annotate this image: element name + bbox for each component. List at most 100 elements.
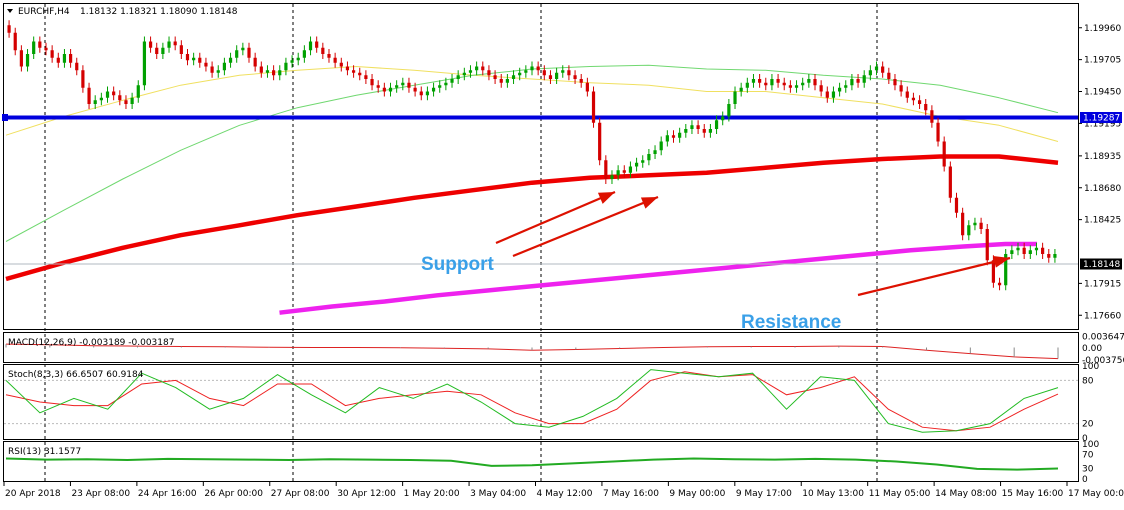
candle-body xyxy=(948,166,952,198)
symbol-title: EURCHF,H4 xyxy=(18,7,70,17)
candle-body xyxy=(155,47,159,54)
candle-body xyxy=(247,47,251,58)
level-price-tag xyxy=(1080,112,1122,123)
candle-body xyxy=(124,100,128,104)
candle-body xyxy=(481,66,485,71)
candle-body xyxy=(413,87,417,92)
macd-tick-label: -0.003756 xyxy=(1082,356,1124,366)
candle-body xyxy=(358,72,362,76)
candle-body xyxy=(351,70,356,73)
resistance-label: Resistance xyxy=(741,312,841,333)
candle-body xyxy=(272,70,276,76)
candle-body xyxy=(764,82,768,86)
candle-body xyxy=(339,62,343,67)
candle-body xyxy=(333,57,337,63)
stoch-signal-line xyxy=(5,371,1059,432)
candle-body xyxy=(364,75,368,79)
annotation-arrow-shaft xyxy=(495,190,616,245)
candle-body xyxy=(844,85,848,88)
candle-body xyxy=(1047,254,1051,258)
candle-body xyxy=(536,66,540,71)
candle-body xyxy=(917,100,922,104)
candle-body xyxy=(302,50,306,58)
candle-body xyxy=(345,66,350,71)
candle-body xyxy=(173,41,177,46)
time-tick-label: 11 May 05:00 xyxy=(869,489,931,499)
time-tick-label: 3 May 04:00 xyxy=(470,489,526,499)
candle-body xyxy=(721,116,725,121)
candle-body xyxy=(50,50,54,58)
candle-body xyxy=(13,32,17,51)
candle-body xyxy=(438,85,442,88)
price-tick-label: 1.19450 xyxy=(1084,88,1121,98)
candle-body xyxy=(1028,250,1032,254)
stoch-tick-label: 100 xyxy=(1082,362,1099,372)
candle-body xyxy=(887,72,891,79)
candle-body xyxy=(598,122,602,161)
rsi-panel-frame xyxy=(3,441,1079,482)
support-label: Support xyxy=(421,254,494,275)
candle-body xyxy=(87,87,91,104)
current-price-label: 1.18148 xyxy=(1083,260,1120,270)
time-tick-label: 15 May 16:00 xyxy=(1002,489,1064,499)
candle-body xyxy=(321,47,325,54)
candle-body xyxy=(727,104,731,117)
candle-body xyxy=(308,41,313,51)
annotation-arrow-shaft xyxy=(857,256,1011,297)
annotation-arrow-head xyxy=(597,192,615,204)
candle-body xyxy=(1022,247,1026,254)
candle-body xyxy=(714,120,719,129)
candle-body xyxy=(130,97,134,104)
candle-body xyxy=(75,62,79,71)
candle-body xyxy=(985,229,989,261)
candle-body xyxy=(475,66,479,71)
time-tick-label: 23 Apr 08:00 xyxy=(71,489,130,499)
candle-body xyxy=(665,135,669,142)
candle-body xyxy=(548,75,553,79)
time-tick-label: 30 Apr 12:00 xyxy=(337,489,396,499)
candle-body xyxy=(924,104,928,111)
annotation-arrow-head xyxy=(993,255,1010,268)
candle-body xyxy=(327,54,331,58)
candle-body xyxy=(419,91,423,96)
candle-body xyxy=(1010,250,1014,254)
candle-body xyxy=(893,79,897,86)
price-tick-label: 1.17660 xyxy=(1084,311,1121,321)
candle-body xyxy=(32,41,36,54)
candle-body xyxy=(653,150,657,154)
candle-body xyxy=(315,41,319,48)
time-tick-label: 24 Apr 16:00 xyxy=(138,489,197,499)
ma-fast-line xyxy=(5,66,1059,142)
candle-body xyxy=(192,57,196,61)
candle-body xyxy=(899,85,903,92)
candle-body xyxy=(555,72,559,79)
candle-body xyxy=(511,75,516,79)
annotation-arrows xyxy=(495,190,1011,297)
candle-body xyxy=(284,62,288,71)
stoch-axis: 100 80 20 0 xyxy=(1082,362,1099,444)
candle-body xyxy=(874,66,879,71)
time-tick-label: 14 May 08:00 xyxy=(935,489,997,499)
candle-body xyxy=(118,95,122,101)
macd-title: MACD(12,26,9) -0.003189 -0.003187 xyxy=(8,338,174,348)
candle-body xyxy=(1016,247,1020,251)
candle-body xyxy=(641,160,645,163)
candle-body xyxy=(198,57,202,63)
candle-body xyxy=(382,87,386,92)
candle-body xyxy=(936,122,940,142)
candle-body xyxy=(505,79,509,83)
candle-body xyxy=(450,79,454,83)
candle-body xyxy=(290,60,294,63)
candle-body xyxy=(573,75,577,79)
candle-body xyxy=(905,91,909,98)
time-tick-label: 17 May 00:00 xyxy=(1068,489,1124,499)
level-price-label: 1.19287 xyxy=(1083,114,1120,124)
macd-tick-label: 0.00 xyxy=(1082,344,1102,354)
candle-body xyxy=(216,70,220,73)
macd-panel-frame xyxy=(3,332,1079,363)
level-line-handle[interactable] xyxy=(2,114,8,121)
symbol-dropdown-icon[interactable] xyxy=(7,9,13,13)
candle-body xyxy=(444,82,448,86)
